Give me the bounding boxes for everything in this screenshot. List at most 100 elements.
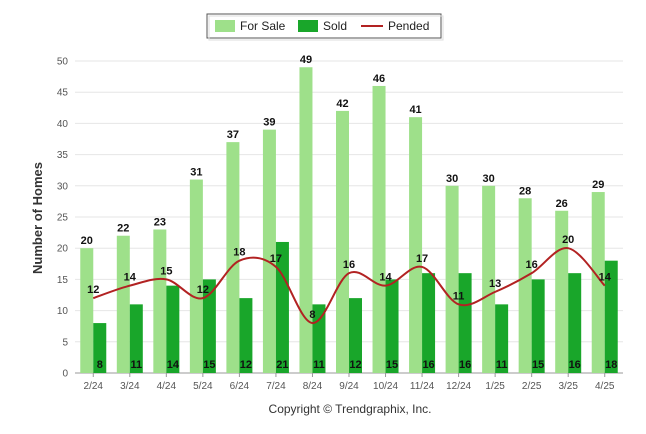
bar-sold [458,273,472,373]
bar-for-sale [262,129,276,373]
pended-line [92,247,606,325]
label-for-sale: 29 [592,179,604,191]
bar-for-sale [591,192,605,373]
x-tick-label: 3/24 [120,381,140,392]
bar-for-sale [445,185,459,373]
label-sold: 11 [496,359,508,371]
bar-sold [604,260,618,373]
legend-shadow [208,15,444,41]
label-for-sale: 30 [446,173,458,185]
y-tick-label: 10 [57,306,69,317]
label-sold: 12 [240,359,252,371]
label-sold: 15 [532,359,544,371]
bar-for-sale [153,229,167,373]
data-labels: 20 8 22 11 23 14 31 15 37 12 39 21 49 11 42 12 46 15 41 16 3… [81,54,618,371]
label-sold: 8 [97,359,103,371]
label-for-sale: 28 [519,185,531,197]
bar-sold [385,279,399,373]
x-tick-label: 2/25 [522,381,542,392]
label-sold: 16 [422,359,434,371]
label-pended: 20 [562,234,574,246]
label-pended: 18 [233,247,245,259]
label-sold: 21 [276,359,288,371]
legend-box [206,13,442,39]
bar-sold [93,323,107,373]
label-for-sale: 26 [556,198,568,210]
label-pended: 12 [87,284,99,296]
legend-label: For Sale [240,19,286,33]
y-axis-ticks: 0 5 10 15 20 25 30 35 40 45 50 [57,57,69,380]
x-tick-label: 5/24 [193,381,213,392]
bar-for-sale [80,248,94,373]
legend-label: Sold [323,19,347,33]
bars [80,67,618,374]
label-sold: 16 [459,359,471,371]
y-tick-label: 50 [57,57,69,68]
bar-for-sale [299,67,313,374]
label-pended: 14 [124,272,137,284]
x-tick-label: 9/24 [339,381,359,392]
label-pended: 14 [599,272,612,284]
label-for-sale: 49 [300,54,312,66]
label-pended: 17 [270,253,282,265]
legend: For Sale Sold Pended [206,13,444,41]
legend-label: Pended [388,19,429,33]
y-tick-label: 30 [57,181,69,192]
bar-sold [568,273,582,373]
y-tick-label: 15 [57,275,69,286]
y-tick-label: 5 [62,337,68,348]
bar-sold [349,298,362,373]
label-for-sale: 41 [409,104,421,116]
bar-sold [202,279,216,373]
legend-swatch [298,20,318,32]
label-pended: 16 [343,259,355,271]
label-for-sale: 31 [190,167,202,179]
label-sold: 16 [569,359,581,371]
x-tick-label: 1/25 [485,381,505,392]
x-tick-label: 2/24 [84,381,104,392]
label-sold: 15 [203,359,215,371]
label-sold: 18 [605,359,617,371]
bar-sold [422,273,436,373]
bar-sold [495,304,509,373]
x-axis-ticks: 2/24 3/24 4/24 5/24 6/24 7/24 8/24 9/24 10/24 11/… [84,373,615,392]
bar-sold [531,279,545,373]
bar-for-sale [226,142,240,373]
y-tick-label: 35 [57,150,69,161]
x-tick-label: 11/24 [410,381,435,392]
label-pended: 17 [416,253,428,265]
label-sold: 15 [386,359,398,371]
x-tick-label: 12/24 [446,381,471,392]
x-tick-label: 7/24 [266,381,286,392]
bar-for-sale [372,85,386,374]
x-tick-label: 6/24 [230,381,250,392]
label-for-sale: 46 [373,73,385,85]
bar-for-sale [336,110,349,374]
label-pended: 8 [309,309,315,321]
x-tick-label: 8/24 [303,381,323,392]
label-for-sale: 22 [117,223,129,235]
bar-for-sale [482,185,496,373]
bar-for-sale [409,117,423,373]
label-pended: 15 [160,265,172,277]
label-pended: 16 [526,259,538,271]
x-tick-label: 4/25 [595,381,615,392]
y-tick-label: 40 [57,119,69,130]
x-tick-label: 10/24 [373,381,398,392]
label-sold: 12 [349,359,361,371]
bar-sold [275,241,289,373]
bar-sold [239,298,253,373]
x-tick-label: 4/24 [157,381,177,392]
label-sold: 14 [167,359,180,371]
copyright-text: Copyright © Trendgraphix, Inc. [269,402,432,416]
bar-sold [129,304,143,373]
label-pended: 13 [489,278,501,290]
label-sold: 11 [313,359,325,371]
bar-for-sale [518,198,532,373]
label-for-sale: 39 [263,117,275,129]
label-for-sale: 30 [483,173,495,185]
pended-line-path [92,247,606,325]
label-for-sale: 37 [227,129,239,141]
label-sold: 11 [130,359,142,371]
